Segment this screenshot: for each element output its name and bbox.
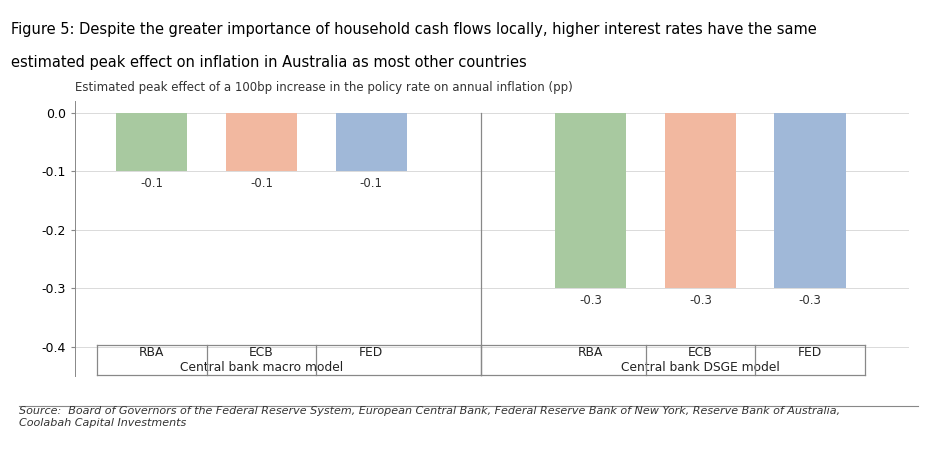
- Text: estimated peak effect on inflation in Australia as most other countries: estimated peak effect on inflation in Au…: [11, 55, 526, 70]
- Bar: [335, 113, 406, 171]
- Text: Estimated peak effect of a 100bp increase in the policy rate on annual inflation: Estimated peak effect of a 100bp increas…: [75, 81, 572, 94]
- Text: Figure 5: Despite the greater importance of household cash flows locally, higher: Figure 5: Despite the greater importance…: [11, 22, 816, 38]
- Text: ECB: ECB: [687, 347, 712, 359]
- Text: -0.1: -0.1: [359, 177, 382, 190]
- Text: -0.1: -0.1: [140, 177, 163, 190]
- Bar: [664, 113, 736, 289]
- Text: Central bank DSGE model: Central bank DSGE model: [621, 361, 779, 374]
- Text: -0.3: -0.3: [688, 294, 711, 308]
- Bar: [774, 113, 845, 289]
- Text: -0.3: -0.3: [578, 294, 602, 308]
- Bar: [554, 113, 625, 289]
- Text: Source:  Board of Governors of the Federal Reserve System, European Central Bank: Source: Board of Governors of the Federa…: [19, 406, 839, 428]
- Text: Central bank macro model: Central bank macro model: [180, 361, 343, 374]
- Bar: [116, 113, 187, 171]
- Text: -0.1: -0.1: [250, 177, 272, 190]
- Text: RBA: RBA: [139, 347, 165, 359]
- Text: -0.3: -0.3: [797, 294, 821, 308]
- Text: RBA: RBA: [578, 347, 603, 359]
- Text: FED: FED: [797, 347, 822, 359]
- Text: ECB: ECB: [249, 347, 273, 359]
- Bar: [226, 113, 297, 171]
- Text: FED: FED: [358, 347, 383, 359]
